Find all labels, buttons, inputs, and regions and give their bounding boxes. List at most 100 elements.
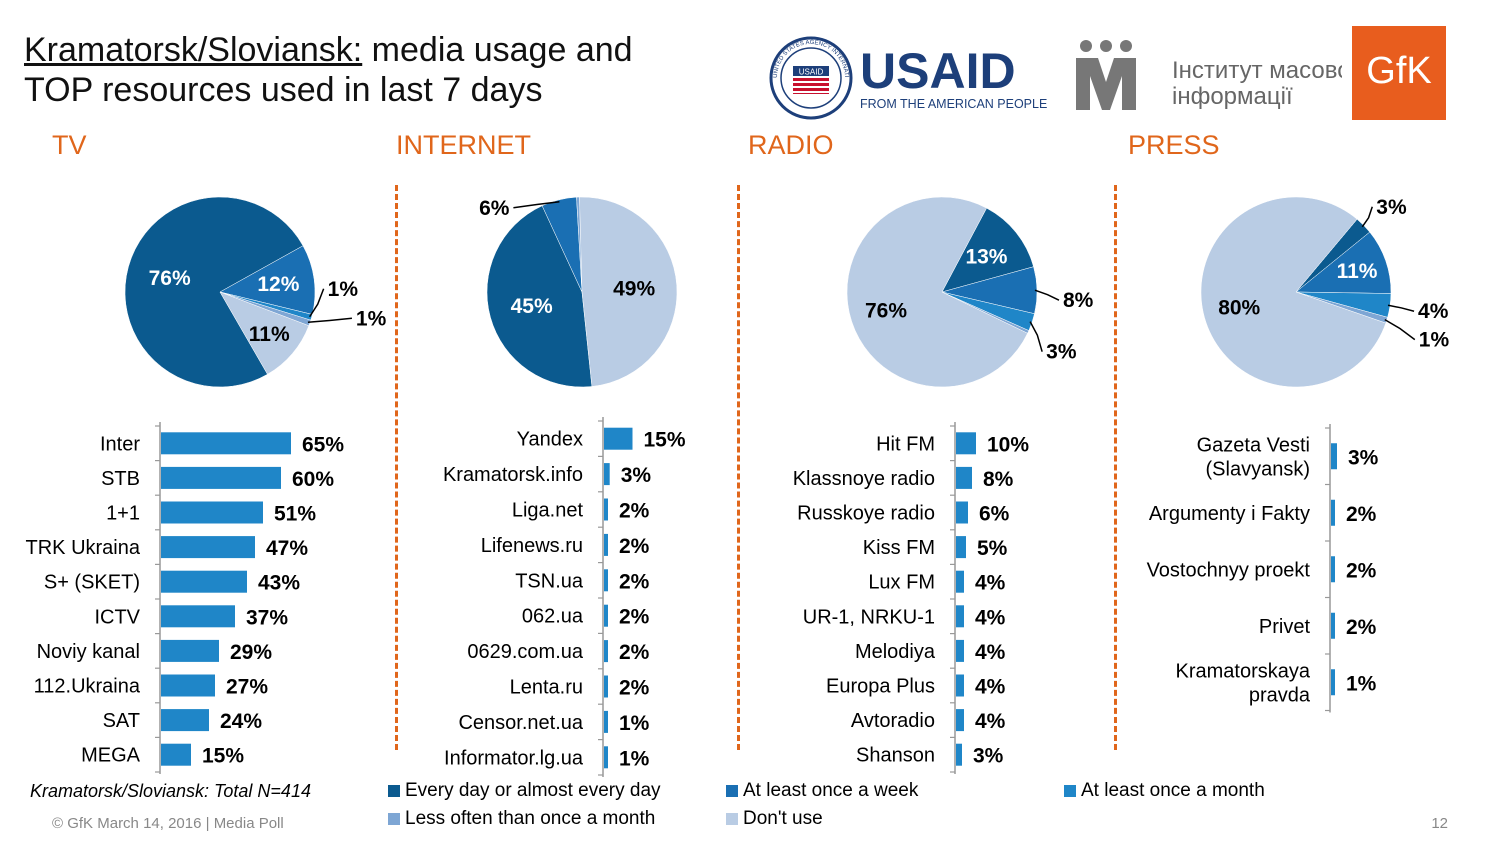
- bar: [956, 605, 964, 628]
- pie-leader-line: [1387, 304, 1415, 312]
- bar: [604, 746, 608, 769]
- usaid-logo: USAID UNITED STATES AGENCY INTERNATIONAL…: [768, 36, 1047, 120]
- legend-item-monthly: At least once a month: [1064, 780, 1265, 802]
- bar-value-label: 2%: [619, 641, 650, 664]
- legend-swatch: [1064, 785, 1076, 797]
- bar-chart-press: Gazeta Vesti(Slavyansk) 3% Argumenty i Fak…: [1147, 424, 1379, 713]
- bar-value-label: 29%: [230, 641, 272, 664]
- imi-line1: Інститут масової: [1172, 57, 1342, 84]
- legend-item-every-day: Every day or almost every day: [388, 780, 661, 802]
- bar-value-label: 4%: [975, 641, 1006, 664]
- pie-value-label: 1%: [328, 278, 359, 301]
- pie-slice: [1295, 231, 1392, 294]
- pie-value-label: 1%: [356, 307, 387, 330]
- imi-line2: інформації: [1172, 83, 1293, 110]
- bar: [604, 710, 608, 733]
- bar-value-label: 3%: [973, 745, 1004, 768]
- pie-leader-line: [1029, 321, 1043, 352]
- bar: [604, 640, 608, 663]
- bar-category-label: MEGA: [81, 745, 141, 767]
- pie-value-label: 4%: [1418, 300, 1449, 323]
- pie-slice: [124, 196, 304, 388]
- bar-value-label: 27%: [226, 676, 268, 699]
- bar: [956, 466, 972, 489]
- bar: [161, 709, 209, 732]
- legend-label: Less often than once a month: [405, 808, 656, 829]
- title-line1: media usage and: [362, 31, 633, 69]
- usaid-seal-center: USAID: [799, 68, 824, 77]
- bar-value-label: 3%: [1348, 446, 1379, 469]
- pie-leader-line: [513, 201, 560, 209]
- pie-leader-line: [1384, 318, 1416, 341]
- bar-value-label: 2%: [619, 535, 650, 558]
- bar-category-label: Argumenty i Fakty: [1149, 503, 1310, 525]
- bar-value-label: 2%: [619, 570, 650, 593]
- bar: [956, 639, 964, 662]
- bar: [956, 709, 964, 732]
- bar-category-label: Shanson: [856, 745, 935, 767]
- bar: [161, 605, 235, 628]
- legend-label: At least once a month: [1081, 780, 1265, 801]
- page-number: 12: [1431, 815, 1448, 832]
- bar-category-label: (Slavyansk): [1206, 458, 1310, 480]
- bar-category-label: Avtoradio: [851, 710, 935, 732]
- pie-leader-line: [309, 288, 325, 318]
- bar-value-label: 15%: [202, 745, 244, 768]
- bar-category-label: 1+1: [106, 503, 140, 525]
- sample-note: Kramatorsk/Sloviansk: Total N=414: [30, 781, 311, 801]
- bar-value-label: 6%: [979, 503, 1010, 526]
- bar-value-label: 1%: [619, 747, 650, 770]
- pie-value-label: 12%: [257, 273, 299, 296]
- bar: [956, 432, 976, 455]
- bar-value-label: 2%: [1346, 503, 1377, 526]
- bar-category-label: ICTV: [94, 606, 140, 628]
- pie-value-label: 13%: [965, 245, 1007, 268]
- bar: [161, 536, 255, 559]
- pie-slice: [579, 196, 678, 387]
- pie-value-label: 11%: [249, 323, 290, 346]
- pie-value-label: 3%: [1376, 196, 1407, 219]
- bar: [1331, 443, 1337, 470]
- bar: [161, 570, 247, 593]
- pie-value-label: 49%: [613, 278, 655, 301]
- usaid-wordmark: USAID: [860, 43, 1016, 99]
- bar: [161, 466, 281, 489]
- legend-swatch: [388, 785, 400, 797]
- bar: [956, 536, 966, 559]
- bar-category-label: Kramatorsk.info: [443, 464, 583, 486]
- bar-category-label: Liga.net: [512, 500, 584, 522]
- imi-logo: Інститут масової інформації: [1076, 40, 1342, 110]
- divider: [1114, 185, 1117, 750]
- bar-category-label: Noviy kanal: [37, 641, 140, 663]
- pie-leader-line: [1361, 206, 1373, 228]
- bar-category-label: Kiss FM: [863, 537, 935, 559]
- bar-value-label: 1%: [619, 712, 650, 735]
- pie-chart-radio: 13% 8% 3% 76%: [846, 196, 1094, 388]
- bar-value-label: 8%: [983, 468, 1014, 491]
- bar-value-label: 1%: [1346, 672, 1377, 695]
- bar: [161, 674, 215, 697]
- section-radio: RADIO: [748, 130, 834, 160]
- pie-slice: [846, 196, 1028, 388]
- legend-label: Don't use: [743, 808, 823, 829]
- bar-category-label: Yandex: [517, 429, 583, 451]
- bar-value-label: 10%: [987, 433, 1029, 456]
- section-internet: INTERNET: [396, 130, 531, 160]
- bar-category-label: Informator.lg.ua: [444, 747, 584, 769]
- bar-category-label: Privet: [1259, 616, 1311, 638]
- bar-category-label: TRK Ukraina: [26, 537, 141, 559]
- legend-item-dont-use: Don't use: [726, 808, 823, 830]
- bar-value-label: 2%: [619, 677, 650, 700]
- bar-chart-internet: Yandex 15% Kramatorsk.info 3% Liga.net 2% Life…: [443, 417, 686, 777]
- bar-value-label: 2%: [1346, 616, 1377, 639]
- legend-swatch: [726, 813, 738, 825]
- bar: [956, 743, 962, 766]
- pie-slice: [486, 205, 593, 388]
- pie-leader-line: [1034, 289, 1060, 301]
- bar: [161, 743, 191, 766]
- legend-item-weekly: At least once a week: [726, 780, 918, 802]
- bar-category-label: Klassnoye radio: [793, 468, 935, 490]
- bar-category-label: Kramatorskaya: [1176, 660, 1311, 682]
- bar: [604, 604, 608, 627]
- bar-category-label: pravda: [1249, 684, 1311, 706]
